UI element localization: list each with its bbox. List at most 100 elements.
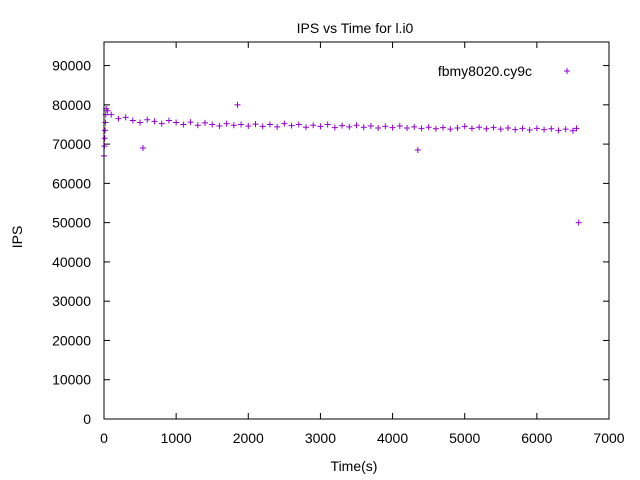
data-point xyxy=(252,121,259,128)
data-point xyxy=(102,119,109,126)
data-point xyxy=(548,125,555,132)
data-point xyxy=(555,127,562,134)
data-point xyxy=(216,123,223,130)
x-tick-label: 3000 xyxy=(305,430,336,446)
x-tick-label: 2000 xyxy=(233,430,264,446)
x-tick-label: 6000 xyxy=(521,430,552,446)
x-tick-label: 5000 xyxy=(449,430,480,446)
data-point xyxy=(353,122,360,129)
data-point xyxy=(158,120,165,127)
data-point xyxy=(101,135,108,142)
data-point xyxy=(303,124,309,131)
data-point xyxy=(468,125,475,132)
data-point xyxy=(102,127,109,134)
data-point xyxy=(324,121,331,128)
data-point xyxy=(310,122,317,129)
data-point xyxy=(245,123,252,130)
data-point xyxy=(483,125,490,132)
data-point xyxy=(339,122,346,129)
data-point xyxy=(238,121,245,128)
data-point xyxy=(331,124,338,131)
y-tick-label: 0 xyxy=(83,411,91,427)
chart-title: IPS vs Time for l.i0 xyxy=(297,20,414,36)
legend-marker xyxy=(564,68,570,74)
data-point xyxy=(346,123,353,130)
data-point xyxy=(122,114,129,121)
data-point xyxy=(108,111,115,118)
data-point xyxy=(411,123,418,130)
data-point xyxy=(533,125,540,132)
y-tick-label: 10000 xyxy=(52,372,91,388)
data-point xyxy=(288,122,295,129)
plot-frame xyxy=(103,41,610,420)
data-point xyxy=(129,117,136,124)
data-point xyxy=(440,124,447,131)
data-point xyxy=(396,123,403,130)
data-point xyxy=(461,123,468,130)
data-point xyxy=(367,123,374,130)
data-point xyxy=(281,120,288,127)
x-tick-label: 1000 xyxy=(161,430,192,446)
data-point xyxy=(425,124,432,131)
data-point xyxy=(173,119,180,126)
data-point xyxy=(234,101,241,108)
data-point xyxy=(573,125,580,132)
data-point xyxy=(137,119,144,126)
y-tick-label: 90000 xyxy=(52,58,91,74)
data-point xyxy=(414,146,421,153)
data-point xyxy=(418,125,425,132)
data-point xyxy=(202,119,208,126)
data-point xyxy=(541,126,548,133)
data-point xyxy=(187,119,194,126)
legend-marker-plus xyxy=(564,68,570,74)
data-point xyxy=(360,124,367,131)
y-tick-label: 50000 xyxy=(52,215,91,231)
data-point xyxy=(512,126,519,133)
y-axis-label: IPS xyxy=(9,226,25,249)
data-point xyxy=(139,145,146,152)
data-point xyxy=(519,125,526,132)
x-tick-label: 0 xyxy=(100,430,108,446)
data-point xyxy=(144,116,151,123)
data-point xyxy=(382,123,389,130)
data-point xyxy=(317,123,324,130)
y-tick-label: 70000 xyxy=(52,136,91,152)
data-point xyxy=(266,121,273,128)
data-point xyxy=(526,126,533,133)
x-tick-label: 7000 xyxy=(593,430,624,446)
data-point xyxy=(151,118,158,125)
data-point xyxy=(454,125,461,132)
data-point xyxy=(389,124,396,131)
data-point xyxy=(209,121,216,128)
legend-label: fbmy8020.cy9c xyxy=(438,63,532,79)
x-axis-label: Time(s) xyxy=(331,458,378,474)
data-point xyxy=(569,127,576,134)
data-point xyxy=(115,115,122,122)
data-point xyxy=(497,126,504,133)
data-point xyxy=(447,126,454,133)
data-point xyxy=(404,125,410,132)
data-point xyxy=(223,120,230,127)
y-tick-label: 80000 xyxy=(52,97,91,113)
data-point xyxy=(295,121,302,128)
y-ticks: 0 10000 20000 30000 40000 50000 60000 70000 8000… xyxy=(52,58,609,427)
legend: fbmy8020.cy9c xyxy=(438,63,570,79)
data-point xyxy=(432,125,439,132)
y-tick-label: 20000 xyxy=(52,332,91,348)
x-tick-label: 4000 xyxy=(377,430,408,446)
data-point xyxy=(259,123,266,130)
data-point xyxy=(165,117,172,124)
data-points xyxy=(101,101,582,226)
data-point xyxy=(230,122,237,129)
data-point xyxy=(562,126,569,133)
x-ticks: 0 1000 2000 3000 4000 5000 6000 7000 xyxy=(100,42,625,446)
y-tick-label: 30000 xyxy=(52,293,91,309)
data-point xyxy=(490,124,497,131)
data-point xyxy=(194,122,201,129)
y-tick-label: 60000 xyxy=(52,175,91,191)
data-point xyxy=(505,125,511,132)
y-tick-label: 40000 xyxy=(52,254,91,270)
data-point xyxy=(104,107,111,114)
